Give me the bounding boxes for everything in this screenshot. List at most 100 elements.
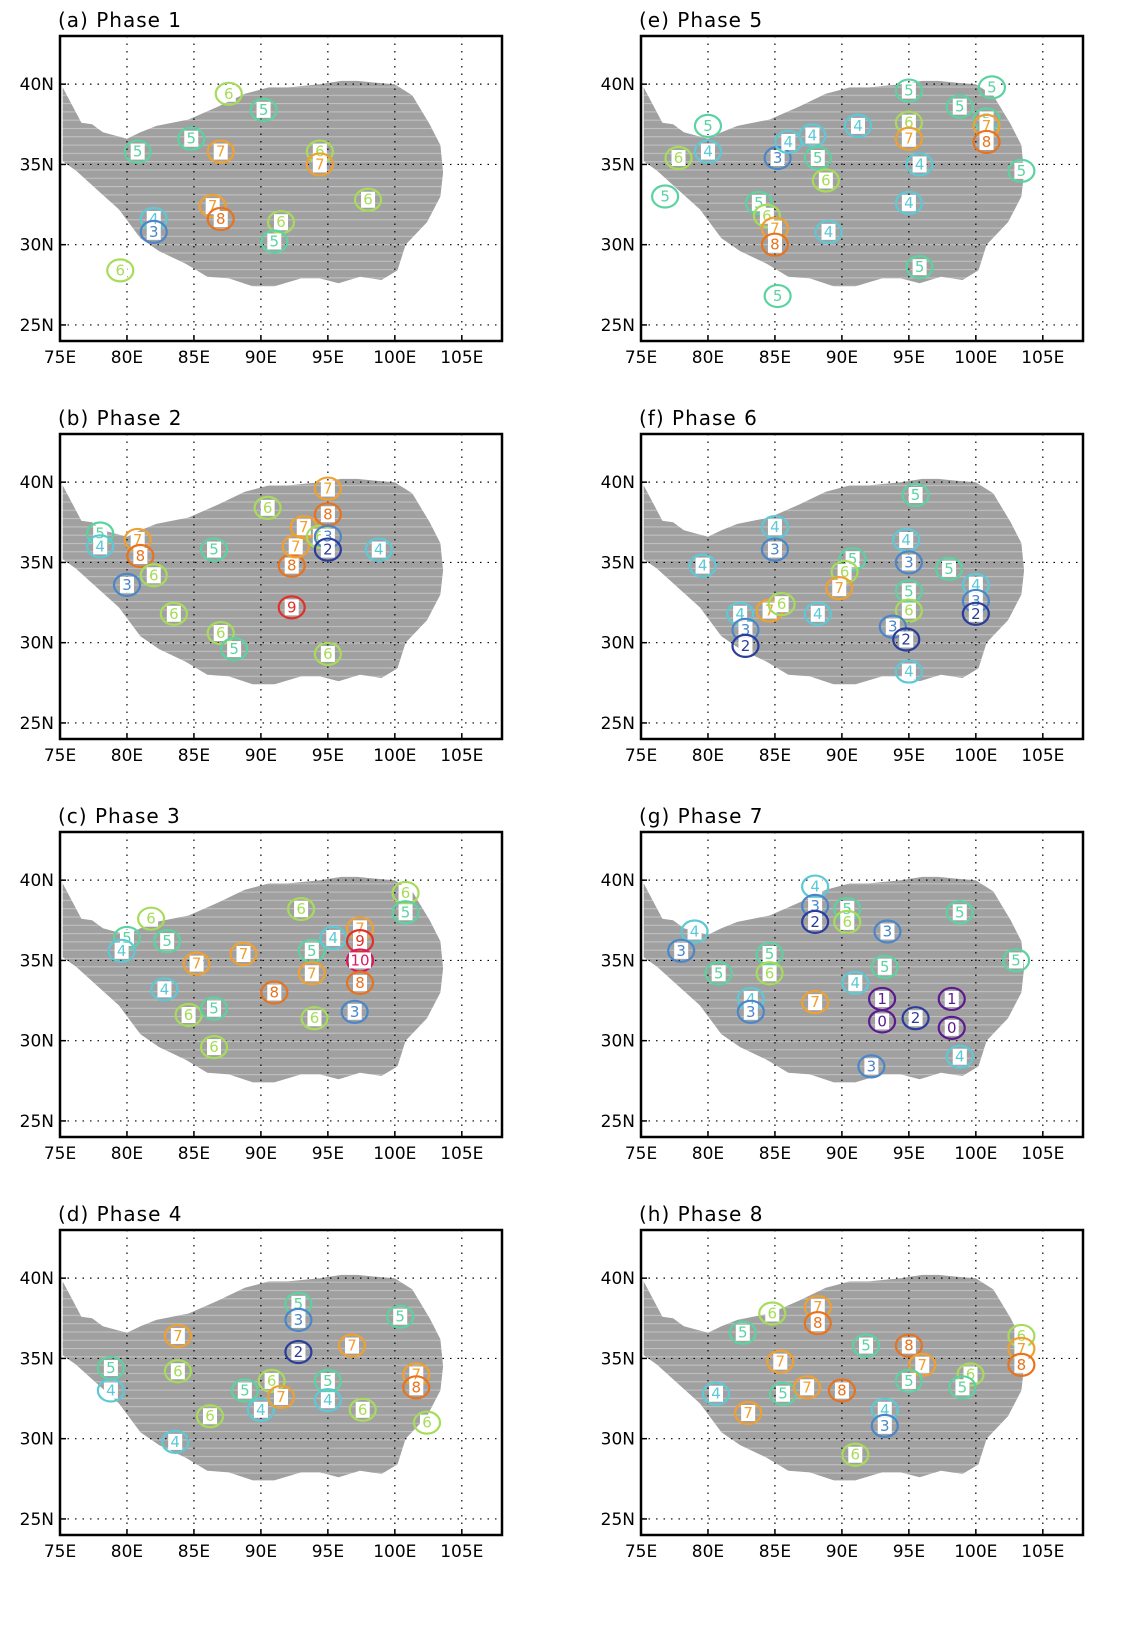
- contour-label: 3: [291, 1311, 306, 1329]
- contour-label-text: 3: [323, 528, 333, 546]
- contour-label-text: 3: [880, 1417, 890, 1435]
- contour-label-text: 6: [1017, 1327, 1027, 1345]
- contour-label-box: [901, 1372, 916, 1389]
- contour-label-box: [984, 79, 999, 96]
- contour-label: 6: [113, 261, 128, 279]
- contour-label: 9: [353, 932, 368, 950]
- y-tick-label: 25N: [20, 1112, 54, 1132]
- contour-ring: [313, 641, 342, 667]
- contour-label: 3: [901, 553, 916, 571]
- contour-label-text: 6: [310, 1009, 320, 1027]
- contour-label-text: 6: [315, 143, 325, 161]
- x-tick-label: 80E: [692, 1144, 724, 1164]
- contour-label: 7: [288, 537, 303, 555]
- contour-label: 4: [952, 1048, 967, 1066]
- contour-ring: [892, 627, 921, 652]
- contour-label-text: 7: [299, 518, 309, 536]
- contour-ring: [391, 880, 420, 906]
- contour-label-box: [774, 596, 789, 613]
- x-tick-label: 85E: [178, 1144, 210, 1164]
- contour-label: 5: [256, 101, 271, 119]
- contour-label: 8: [901, 1337, 916, 1355]
- contour-label: 3: [877, 1417, 892, 1435]
- panel-title: (e) Phase 5: [639, 8, 763, 32]
- contour-label-text: 4: [813, 605, 823, 623]
- contour-ring: [195, 1404, 225, 1429]
- contour-label-box: [291, 1311, 306, 1328]
- contour-label-box: [963, 1366, 978, 1383]
- contour-label-box: [901, 82, 916, 99]
- map-panel: 75E 80E 85E 90E 95E 100E 105E 25N 30N 35N 40N (g) P…: [601, 804, 1085, 1164]
- contour-ring: [901, 482, 930, 508]
- x-tick-label: 100E: [373, 746, 416, 766]
- contour-label-text: 5: [754, 194, 764, 212]
- contour-ring: [277, 595, 306, 620]
- y-tick-label: 40N: [20, 871, 54, 891]
- contour-label-text: 6: [762, 207, 772, 225]
- x-tick-label: 75E: [625, 348, 657, 368]
- contour-label-box: [1014, 1356, 1029, 1373]
- x-tick-label: 90E: [826, 348, 858, 368]
- x-tick-label: 95E: [312, 746, 344, 766]
- contour-ring: [345, 970, 375, 995]
- x-tick-label: 100E: [373, 348, 416, 368]
- contour-label-text: 8: [323, 505, 333, 523]
- contour-label-box: [687, 923, 702, 940]
- contour-label-text: 5: [660, 188, 670, 206]
- x-tick-label: 105E: [1021, 348, 1064, 368]
- contour-label-box: [767, 541, 782, 558]
- contour-ring: [833, 909, 862, 934]
- contour-label-box: [256, 101, 271, 118]
- contour-label-text: 7: [1017, 1340, 1027, 1358]
- contour-ring: [803, 1311, 832, 1336]
- contour-label-text: 6: [358, 1401, 368, 1419]
- contour-label: 4: [114, 942, 129, 960]
- contour-ring: [284, 1339, 313, 1365]
- panel-frame: [58, 830, 504, 1139]
- contour-label-text: 5: [133, 143, 143, 161]
- contour-label-text: 1: [877, 990, 887, 1008]
- contour-label-text: 5: [323, 1372, 333, 1390]
- panel-title: (h) Phase 8: [639, 1202, 763, 1226]
- contour-label-box: [877, 1417, 892, 1434]
- contour-label-text: 6: [115, 261, 125, 279]
- contour-ring: [348, 1397, 377, 1422]
- contour-label: 2: [968, 605, 983, 623]
- contour-label-text: 8: [770, 236, 780, 254]
- contour-label-box: [409, 1379, 424, 1396]
- contour-label-text: 6: [296, 900, 306, 918]
- contour-ring: [664, 145, 693, 171]
- contour-label-text: 3: [888, 618, 898, 636]
- contour-label-box: [955, 1379, 970, 1396]
- contour-ring: [136, 906, 166, 931]
- y-tick-label: 30N: [20, 1032, 54, 1052]
- contour-label-text: 8: [1017, 1356, 1027, 1374]
- map-panel: 75E 80E 85E 90E 95E 100E 105E 25N 30N 35N 40N (d) P…: [20, 1202, 504, 1562]
- contour-label-box: [968, 592, 983, 609]
- contour-label-box: [320, 645, 335, 662]
- contour-label: 4: [899, 531, 914, 549]
- contour-label-box: [113, 262, 128, 279]
- contour-label-text: 6: [767, 1304, 777, 1322]
- contour-label-box: [944, 1019, 959, 1036]
- contour-ring: [106, 258, 135, 283]
- contour-label-text: 7: [776, 1353, 786, 1371]
- contour-label-text: 7: [355, 919, 365, 937]
- contour-label-text: 6: [422, 1414, 432, 1432]
- panel-frame: [639, 432, 1085, 741]
- contour-label-text: 5: [229, 640, 239, 658]
- contour-label-text: 5: [106, 1359, 116, 1377]
- contour-label: 5: [227, 640, 242, 658]
- contour-label: 7: [344, 1337, 359, 1355]
- contour-label: 5: [207, 1000, 222, 1018]
- contour-label-text: 4: [256, 1401, 266, 1419]
- contour-ring: [353, 187, 383, 212]
- contour-ring: [948, 1375, 977, 1400]
- x-tick-label: 90E: [245, 746, 277, 766]
- contour-ring: [112, 572, 142, 597]
- contour-label-text: 8: [136, 547, 146, 565]
- contour-label-text: 3: [676, 942, 686, 960]
- x-tick-label: 80E: [111, 348, 143, 368]
- contour-label-box: [840, 901, 855, 918]
